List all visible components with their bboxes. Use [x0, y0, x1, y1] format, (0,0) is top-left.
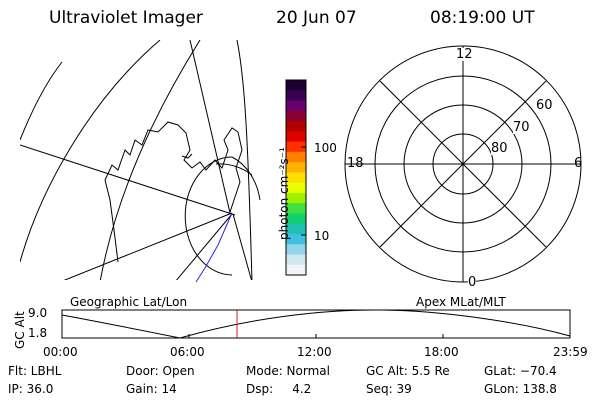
mlt-label-18: 18: [347, 156, 364, 171]
colorbar-tick-100: 100: [314, 141, 337, 155]
colorbar-segment: [286, 172, 306, 184]
info-ip: IP: 36.0: [8, 382, 54, 396]
timeline-xtick-0600: 06:00: [170, 345, 205, 359]
colorbar-segment: [286, 264, 306, 276]
colorbar-frame: [285, 79, 307, 276]
timeline-ytick-9: 9.0: [28, 306, 48, 320]
apex-label: Apex MLat/MLT: [416, 295, 506, 309]
date-label: 20 Jun 07: [276, 8, 357, 28]
timeline-ylabel: GC Alt: [13, 311, 27, 349]
orbit-track: [195, 212, 233, 283]
colorbar-segment: [286, 110, 306, 122]
info-dsp: Dsp: 4.2: [246, 382, 312, 396]
lat-label-60: 60: [536, 98, 553, 113]
info-glon: GLon: 138.8: [484, 382, 557, 396]
info-seq: Seq: 39: [366, 382, 412, 396]
colorbar-segment: [286, 90, 306, 102]
colorbar-segment: [286, 100, 306, 112]
colorbar-segment: [286, 131, 306, 143]
info-mode: Mode: Normal: [246, 364, 330, 378]
colorbar: [285, 79, 307, 276]
info-glat: GLat: −70.4: [484, 364, 557, 378]
colorbar-segment: [286, 244, 306, 256]
polar-plot: [344, 45, 582, 283]
colorbar-segment: [286, 162, 306, 173]
timeline-ytick-1: 1.8: [28, 326, 48, 340]
timeline-xtick-0000: 00:00: [43, 345, 78, 359]
info-filter: Flt: LBHL: [8, 364, 62, 378]
colorbar-segment: [286, 233, 306, 245]
colorbar-segment: [286, 254, 306, 266]
timeline-plot: [61, 309, 571, 339]
time-label: 08:19:00 UT: [430, 8, 535, 28]
colorbar-tick-10: 10: [314, 229, 330, 243]
info-gain: Gain: 14: [126, 382, 177, 396]
colorbar-segment: [286, 141, 306, 153]
colorbar-segment: [286, 203, 306, 215]
geographic-label: Geographic Lat/Lon: [70, 295, 188, 309]
colorbar-segment: [286, 192, 306, 204]
colorbar-segment: [286, 213, 306, 225]
colorbar-segment: [286, 121, 306, 132]
geographic-map: [20, 40, 261, 280]
mlt-label-0: 0: [468, 275, 477, 290]
info-door: Door: Open: [126, 364, 195, 378]
colorbar-segment: [286, 223, 306, 235]
mlt-label-12: 12: [456, 47, 473, 62]
mlt-label-6: 6: [574, 156, 583, 171]
lat-label-80: 80: [491, 141, 508, 156]
info-gc-alt: GC Alt: 5.5 Re: [366, 364, 450, 378]
colorbar-segment: [286, 80, 306, 91]
timeline-xtick-1200: 12:00: [297, 345, 332, 359]
colorbar-segment: [286, 182, 306, 194]
timeline-xtick-1800: 18:00: [424, 345, 459, 359]
colorbar-unit-label: photon cm⁻²s⁻¹: [277, 147, 291, 240]
colorbar-segment: [286, 151, 306, 163]
lat-label-70: 70: [513, 120, 530, 135]
timeline-xtick-2359: 23:59: [553, 345, 588, 359]
app-title: Ultraviolet Imager: [49, 8, 203, 28]
